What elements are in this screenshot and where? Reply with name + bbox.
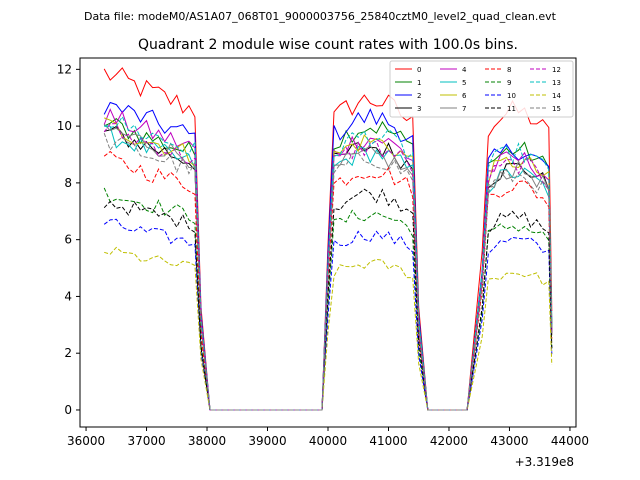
legend-label-8: 8 <box>507 66 511 74</box>
series-lines <box>103 67 553 411</box>
legend-label-1: 1 <box>417 79 421 87</box>
series-line-12 <box>103 123 553 411</box>
x-tick-label: 36000 <box>67 434 105 448</box>
legend-label-6: 6 <box>462 92 467 100</box>
series-line-3 <box>104 125 553 411</box>
x-offset-label: +3.319e8 <box>515 455 574 469</box>
y-tick-label: 12 <box>57 62 72 76</box>
chart-title: Quadrant 2 module wise count rates with … <box>138 37 518 53</box>
x-axis: 36000 37000 38000 39000 40000 41000 42000 43000… <box>67 427 589 448</box>
y-tick-label: 10 <box>57 119 72 133</box>
x-tick-label: 41000 <box>369 434 407 448</box>
legend-label-4: 4 <box>462 66 467 74</box>
y-tick-label: 4 <box>64 289 72 303</box>
x-tick-label: 39000 <box>248 434 286 448</box>
x-tick-label: 42000 <box>430 434 468 448</box>
legend-label-7: 7 <box>462 105 466 113</box>
legend-label-14: 14 <box>552 92 561 100</box>
legend-label-0: 0 <box>417 66 421 74</box>
x-tick-label: 44000 <box>551 434 589 448</box>
y-tick-label: 6 <box>64 233 72 247</box>
legend-label-3: 3 <box>417 105 421 113</box>
y-tick-label: 0 <box>64 403 72 417</box>
y-tick-label: 2 <box>64 346 72 360</box>
y-tick-label: 8 <box>64 176 72 190</box>
data-file-label: Data file: modeM0/AS1A07_068T01_90000037… <box>84 10 557 23</box>
legend-label-13: 13 <box>552 79 561 87</box>
series-line-6 <box>104 117 553 411</box>
legend-label-12: 12 <box>552 66 561 74</box>
legend-box <box>389 60 574 118</box>
series-line-7 <box>103 123 553 411</box>
legend-label-11: 11 <box>507 105 516 113</box>
x-tick-label: 37000 <box>127 434 165 448</box>
y-axis: 0 2 4 6 8 10 12 <box>57 62 80 417</box>
series-line-13 <box>104 115 553 411</box>
series-line-1 <box>103 118 553 411</box>
x-tick-label: 40000 <box>309 434 347 448</box>
series-line-11 <box>103 188 553 411</box>
series-line-10 <box>103 218 553 411</box>
series-line-14 <box>104 246 553 411</box>
series-line-2 <box>103 101 553 411</box>
legend-label-9: 9 <box>507 79 511 87</box>
legend-label-10: 10 <box>507 92 516 100</box>
x-tick-label: 43000 <box>490 434 528 448</box>
legend-label-5: 5 <box>462 79 466 87</box>
legend-label-2: 2 <box>417 92 421 100</box>
legend-label-15: 15 <box>552 105 561 113</box>
series-line-8 <box>103 150 553 411</box>
x-tick-label: 38000 <box>188 434 226 448</box>
